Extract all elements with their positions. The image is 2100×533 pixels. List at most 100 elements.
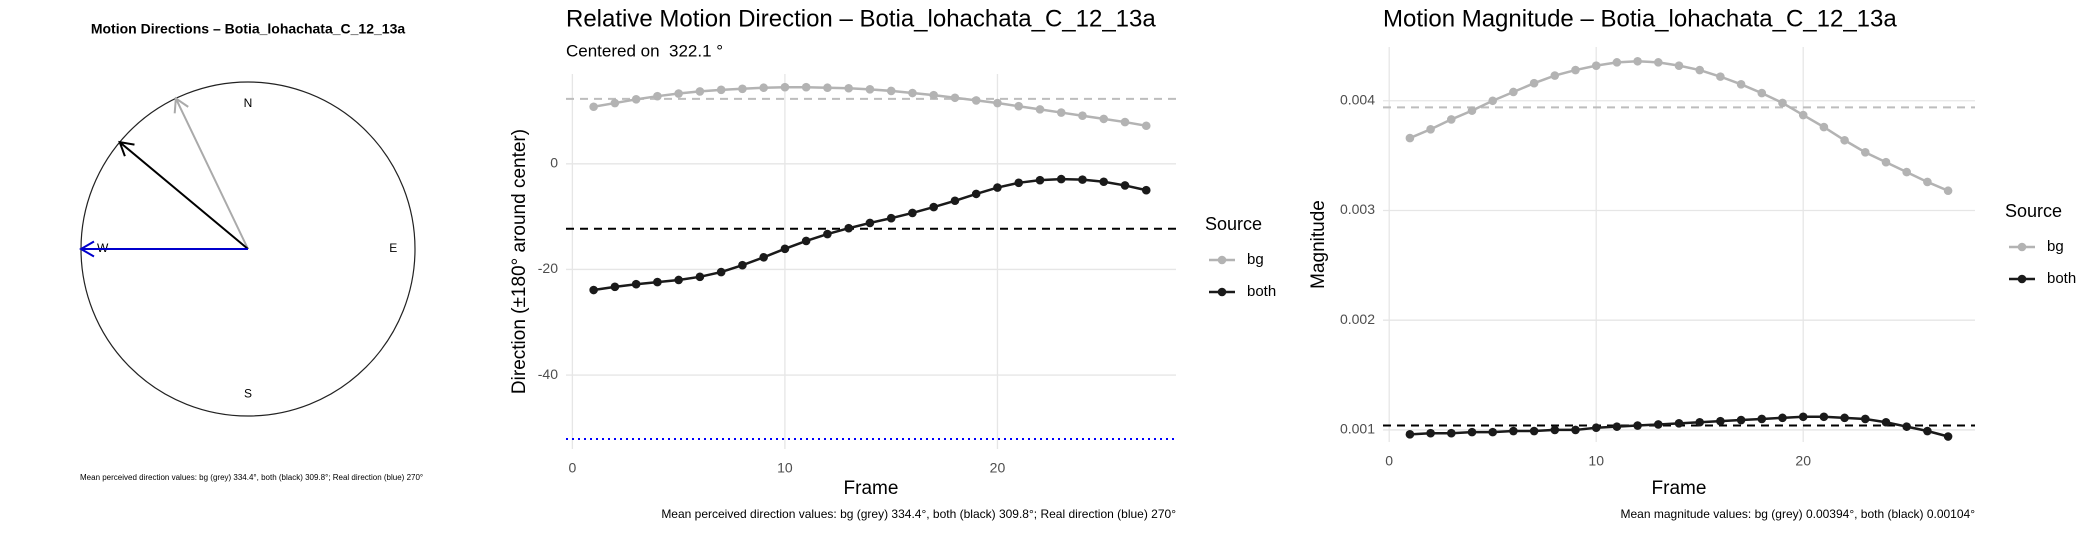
data-point (1035, 105, 1045, 114)
data-point (1141, 121, 1151, 131)
legend-title: Source (1205, 214, 1262, 234)
y-tick-label: 0.003 (1340, 201, 1375, 217)
data-point (1612, 58, 1622, 67)
legend-label: bg (1247, 251, 1264, 268)
data-point (1488, 427, 1498, 437)
data-point (1902, 167, 1911, 177)
data-point (738, 84, 747, 94)
data-point (993, 183, 1002, 192)
data-point (1778, 413, 1787, 423)
data-point (1923, 426, 1932, 436)
data-point (695, 272, 705, 282)
direction-label: E (389, 241, 397, 255)
data-point (1591, 61, 1601, 70)
data-point (1078, 111, 1087, 121)
data-point (1633, 421, 1642, 430)
legend-label: both (1247, 283, 1276, 300)
data-point (1550, 71, 1560, 80)
data-point (695, 87, 705, 96)
data-point (801, 236, 811, 246)
legend-label: both (2047, 270, 2076, 287)
data-point (653, 91, 662, 101)
data-point (738, 260, 747, 270)
caption: Mean magnitude values: bg (grey) 0.00394… (1621, 507, 1976, 521)
data-point (929, 202, 939, 212)
legend-dot (2017, 242, 2027, 252)
data-point (716, 85, 726, 95)
data-point (1943, 186, 1953, 196)
direction-label: S (244, 386, 252, 400)
data-point (589, 285, 598, 295)
data-point (653, 277, 662, 287)
data-point (759, 252, 768, 262)
data-point (1819, 412, 1829, 422)
caption: Mean perceived direction values: bg (gre… (661, 507, 1176, 521)
data-point (844, 223, 853, 233)
x-tick-label: 0 (568, 460, 576, 476)
direction-arrow (173, 96, 249, 250)
data-point (1591, 423, 1601, 433)
legend-dot (1217, 287, 1227, 297)
data-point (1405, 430, 1415, 439)
x-tick-label: 0 (1385, 453, 1393, 469)
data-point (780, 244, 790, 254)
data-point (1529, 78, 1539, 88)
data-point (1467, 106, 1477, 115)
data-point (1757, 414, 1767, 424)
data-point (1426, 428, 1435, 438)
x-axis-label: Frame (1652, 478, 1707, 499)
data-point (1757, 88, 1767, 98)
x-tick-label: 20 (990, 460, 1006, 476)
data-point (1736, 415, 1746, 425)
data-point (1943, 432, 1953, 441)
data-point (631, 279, 641, 289)
chart-title: Motion Magnitude – Botia_lohachata_C_12_… (1383, 5, 1897, 32)
data-point (1014, 101, 1024, 111)
data-point (1529, 426, 1539, 436)
legend-label: bg (2047, 238, 2064, 255)
data-point (1902, 422, 1911, 431)
data-point (1860, 414, 1870, 424)
data-point (1881, 417, 1891, 427)
series-line (1409, 60, 1949, 192)
data-point (1674, 419, 1684, 428)
data-point (1716, 72, 1725, 81)
direction-label: N (244, 96, 253, 110)
data-point (971, 189, 981, 199)
data-point (1509, 87, 1518, 97)
y-tick-label: 0.002 (1340, 311, 1375, 327)
x-tick-label: 10 (1588, 453, 1604, 469)
data-point (993, 98, 1002, 108)
data-point (631, 95, 641, 104)
data-point (1633, 56, 1642, 66)
data-point (865, 85, 875, 94)
data-point (950, 196, 960, 206)
data-point (1860, 148, 1870, 157)
data-point (1056, 174, 1066, 184)
data-point (886, 86, 896, 96)
x-tick-label: 20 (1795, 453, 1811, 469)
data-point (610, 282, 620, 292)
data-point (823, 229, 832, 239)
y-tick-label: -20 (538, 260, 558, 276)
data-point (1571, 65, 1580, 75)
data-point (1881, 157, 1891, 167)
data-point (1674, 61, 1684, 70)
data-point (589, 102, 598, 112)
chart-title: Relative Motion Direction – Botia_lohach… (566, 5, 1156, 32)
data-point (801, 82, 811, 92)
data-point (1550, 425, 1560, 435)
data-point (1447, 115, 1456, 124)
data-point (1571, 425, 1580, 435)
data-point (1014, 178, 1024, 188)
data-point (1840, 135, 1849, 145)
data-point (1447, 428, 1456, 438)
data-point (1716, 416, 1725, 426)
data-point (1056, 108, 1066, 117)
y-tick-label: 0.004 (1340, 91, 1375, 107)
legend-dot (2017, 274, 2027, 284)
y-tick-label: 0.001 (1340, 421, 1375, 437)
data-point (1798, 110, 1808, 120)
legend-title: Source (2005, 201, 2062, 221)
data-point (1612, 422, 1622, 431)
